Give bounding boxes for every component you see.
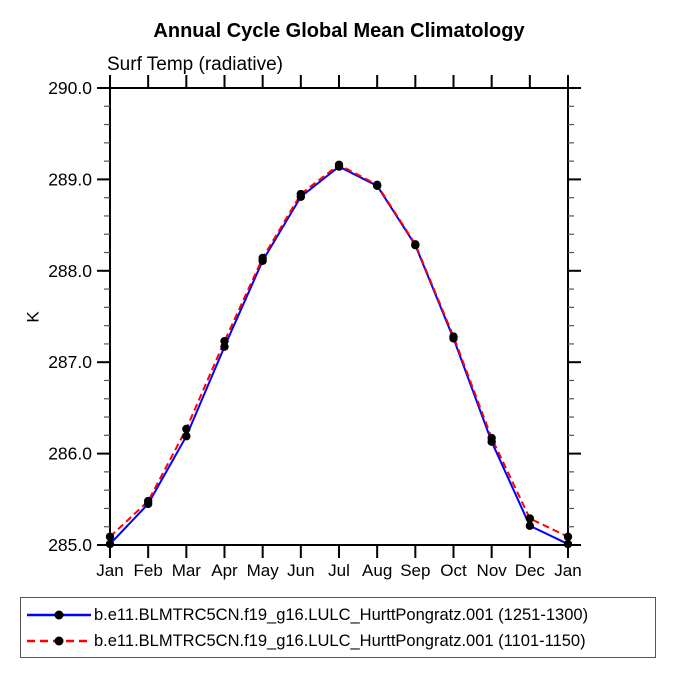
data-point-series-1 <box>525 514 535 523</box>
y-axis-tick-label: 290.0 <box>48 78 92 98</box>
legend-box: b.e11.BLMTRC5CN.f19_g16.LULC_HurttPongra… <box>20 597 656 658</box>
x-axis-tick-label: Dec <box>515 561 546 580</box>
series-line-1 <box>109 163 569 538</box>
y-axis-tick-label: 286.0 <box>48 444 92 464</box>
data-point-series-1 <box>296 189 306 199</box>
legend-solid-line-marker-icon <box>27 610 91 620</box>
x-axis-tick-label: Nov <box>477 561 508 580</box>
y-axis-tick-label: 287.0 <box>48 352 92 372</box>
x-axis-tick-label: Sep <box>400 561 430 580</box>
data-point-series-1 <box>411 240 420 249</box>
data-point-series-1 <box>372 180 382 190</box>
data-point-series-1 <box>182 424 191 434</box>
data-point-series-0 <box>105 539 115 549</box>
plot-frame <box>109 87 569 546</box>
x-axis-tick-label: Jul <box>328 561 350 580</box>
x-axis-tick-label: Mar <box>172 561 202 580</box>
legend-label-series-1: b.e11.BLMTRC5CN.f19_g16.LULC_HurttPongra… <box>94 631 586 650</box>
data-point-series-1 <box>220 336 229 346</box>
x-axis-tick-label: May <box>247 561 280 580</box>
data-point-series-1 <box>143 496 153 506</box>
data-point-series-0 <box>563 539 573 549</box>
chart-left-string: Surf Temp (radiative) <box>107 54 283 75</box>
legend-item-series-1: b.e11.BLMTRC5CN.f19_g16.LULC_HurttPongra… <box>26 628 655 654</box>
plot-area: Jan Feb Mar Apr May Jun Jul Aug Sep Oct Nov Dec Jan2… <box>48 75 582 580</box>
data-point-series-0 <box>182 432 191 441</box>
data-point-series-0 <box>525 521 535 531</box>
chart-title: Annual Cycle Global Mean Climatology <box>153 20 525 42</box>
data-point-series-1 <box>487 433 496 443</box>
x-axis-tick-label: Feb <box>134 561 163 580</box>
legend-item-series-0: b.e11.BLMTRC5CN.f19_g16.LULC_HurttPongra… <box>26 602 655 628</box>
data-point-series-1 <box>449 332 458 341</box>
x-axis-tick-label: Apr <box>211 561 238 580</box>
legend-label-series-0: b.e11.BLMTRC5CN.f19_g16.LULC_HurttPongra… <box>94 605 589 624</box>
x-axis-tick-label: Aug <box>362 561 392 580</box>
y-axis-tick-label: 288.0 <box>48 261 92 281</box>
x-axis-tick-label: Jan <box>554 561 581 580</box>
x-axis-tick-label: Oct <box>440 561 467 580</box>
x-axis-tick-label: Jan <box>96 561 123 580</box>
x-axis-tick-label: Jun <box>287 561 314 580</box>
data-point-series-1 <box>334 160 344 169</box>
data-point-series-1 <box>563 532 573 541</box>
y-axis-tick-label: 289.0 <box>48 169 92 189</box>
data-point-series-1 <box>258 253 267 263</box>
y-axis-tick-label: 285.0 <box>48 535 92 555</box>
legend-dashed-line-marker-icon <box>27 636 91 646</box>
series-line-0 <box>109 165 569 545</box>
data-point-series-1 <box>105 532 115 541</box>
